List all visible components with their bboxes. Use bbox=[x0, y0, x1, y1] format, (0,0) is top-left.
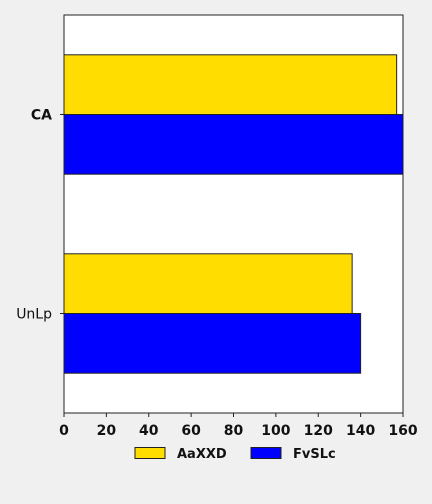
x-tick-label-80: 80 bbox=[224, 423, 244, 439]
x-tick-label-100: 100 bbox=[261, 423, 290, 439]
legend-label-AaXXD: AaXXD bbox=[177, 447, 227, 462]
x-tick-label-120: 120 bbox=[304, 423, 333, 439]
legend: AaXXD FvSLc bbox=[134, 447, 336, 462]
bar-FvSLc-CA bbox=[63, 114, 404, 175]
x-tick-label-0: 0 bbox=[59, 423, 69, 439]
x-tick-label-60: 60 bbox=[181, 423, 201, 439]
legend-swatch-AaXXD bbox=[134, 447, 166, 459]
legend-label-FvSLc: FvSLc bbox=[293, 447, 336, 462]
x-tick-label-40: 40 bbox=[139, 423, 159, 439]
bar-AaXXD-UnLp bbox=[63, 253, 353, 315]
legend-swatch-FvSLc bbox=[250, 447, 282, 459]
y-tick-label-UnLp: UnLp bbox=[16, 307, 52, 323]
x-tick-label-160: 160 bbox=[388, 423, 417, 439]
x-tick-label-20: 20 bbox=[97, 423, 117, 439]
y-tick-label-CA: CA bbox=[31, 108, 52, 124]
x-tick-label-140: 140 bbox=[346, 423, 375, 439]
bar-FvSLc-UnLp bbox=[63, 313, 362, 374]
bar-AaXXD-CA bbox=[63, 54, 398, 115]
